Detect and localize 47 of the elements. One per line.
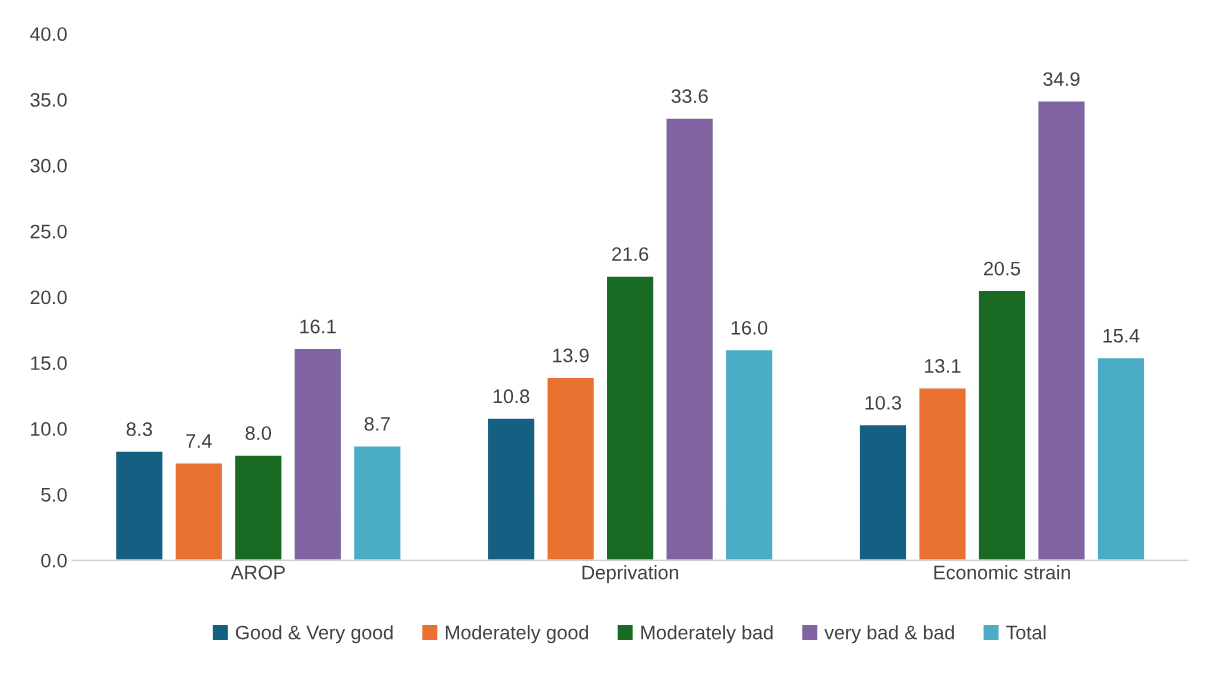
bar (352, 445, 402, 561)
x-tick-label: Economic strain (934, 565, 1070, 580)
bar (977, 289, 1027, 561)
data-label: 8.7 (364, 417, 390, 431)
y-tick-label: 0.0 (41, 553, 67, 568)
y-tick-label: 35.0 (30, 93, 67, 107)
data-label: 10.8 (493, 389, 530, 404)
data-label: 7.4 (186, 434, 212, 448)
bar (546, 376, 596, 561)
data-label: 13.9 (553, 348, 589, 363)
bar (293, 347, 343, 561)
bar (1036, 100, 1086, 561)
data-label: 13.1 (925, 359, 961, 373)
bar (724, 348, 774, 561)
x-tick-label: AROP (230, 565, 285, 580)
data-label: 8.0 (245, 426, 272, 440)
legend-label: Total (1006, 625, 1046, 640)
bar (665, 117, 715, 561)
y-tick-label: 15.0 (31, 356, 67, 371)
bar (1096, 356, 1146, 561)
y-tick-label: 5.0 (41, 487, 67, 502)
data-label: 20.5 (984, 261, 1021, 276)
y-tick-label: 10.0 (31, 422, 67, 436)
bar (114, 450, 164, 561)
data-label: 10.3 (865, 395, 902, 410)
data-label: 8.3 (126, 422, 152, 437)
data-label: 21.6 (612, 247, 649, 261)
data-label: 34.9 (1043, 72, 1080, 86)
y-tick-label: 30.0 (30, 158, 67, 173)
bar (917, 387, 967, 561)
bar (233, 454, 283, 561)
data-label: 15.4 (1103, 329, 1140, 343)
x-tick-label: Deprivation (582, 565, 679, 584)
bar (858, 423, 908, 561)
y-tick-label: 40.0 (30, 27, 67, 41)
y-tick-label: 25.0 (30, 224, 67, 239)
bar (605, 275, 655, 561)
bar (174, 462, 224, 561)
legend-label: Moderately bad (641, 625, 773, 644)
bar (486, 417, 536, 561)
y-tick-label: 20.0 (30, 290, 67, 305)
data-label: 33.6 (671, 89, 708, 104)
legend-label: Good & Very good (235, 625, 393, 644)
data-label: 16.0 (731, 320, 768, 335)
legend-label: Moderately good (445, 625, 588, 644)
data-label: 16.1 (300, 319, 336, 334)
legend-label: very bad & bad (824, 625, 954, 644)
